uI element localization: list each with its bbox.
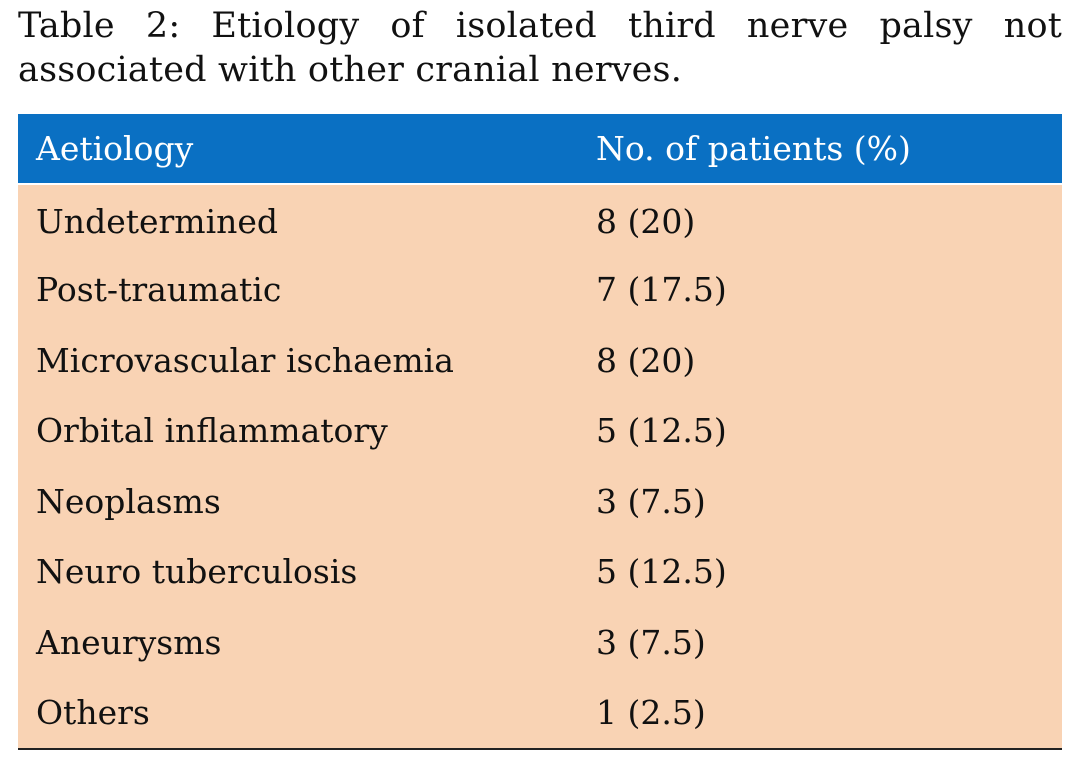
cell-patients: 3 (7.5) (596, 481, 706, 521)
header-aetiology: Aetiology (18, 114, 578, 185)
header-patients: No. of patients (%) (578, 114, 1062, 185)
cell-aetiology: Undetermined (36, 202, 279, 242)
table-header-row: Aetiology No. of patients (%) (18, 114, 1062, 185)
table-row: Others 1 (2.5) (18, 677, 1062, 748)
cell-patients: 3 (7.5) (596, 622, 706, 662)
cell-patients: 8 (20) (596, 340, 696, 380)
cell-patients: 5 (12.5) (596, 411, 727, 451)
table-bottom-rule (18, 748, 1062, 750)
cell-aetiology: Microvascular ischaemia (36, 340, 454, 380)
cell-patients: 1 (2.5) (596, 693, 706, 733)
table-row: Aneurysms 3 (7.5) (18, 607, 1062, 678)
etiology-table-container: Aetiology No. of patients (%) Undetermin… (18, 114, 1062, 750)
cell-aetiology: Others (36, 693, 150, 733)
cell-aetiology: Neoplasms (36, 481, 221, 521)
cell-aetiology: Aneurysms (36, 622, 222, 662)
table-caption: Table 2: Etiology of isolated third nerv… (18, 6, 1062, 90)
cell-patients: 7 (17.5) (596, 270, 727, 310)
table-row: Neuro tuberculosis 5 (12.5) (18, 536, 1062, 607)
cell-aetiology: Post-traumatic (36, 270, 282, 310)
etiology-table: Aetiology No. of patients (%) Undetermin… (18, 114, 1062, 748)
table-row: Microvascular ischaemia 8 (20) (18, 325, 1062, 396)
cell-aetiology: Orbital inflammatory (36, 411, 388, 451)
table-row: Post-traumatic 7 (17.5) (18, 254, 1062, 325)
cell-aetiology: Neuro tuberculosis (36, 552, 358, 592)
table-row: Orbital inflammatory 5 (12.5) (18, 395, 1062, 466)
table-row: Neoplasms 3 (7.5) (18, 466, 1062, 537)
table-row: Undetermined 8 (20) (18, 184, 1062, 255)
cell-patients: 8 (20) (596, 202, 696, 242)
cell-patients: 5 (12.5) (596, 552, 727, 592)
